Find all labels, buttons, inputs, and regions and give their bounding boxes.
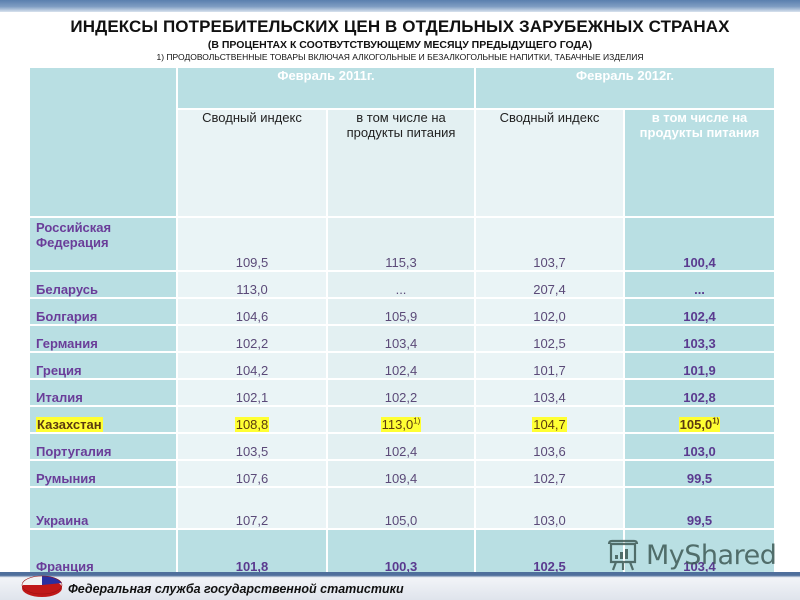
highlight-mark: 105,01) [678, 416, 721, 432]
col-header-summary-2012: Сводный индекс [474, 108, 625, 218]
value-cell: 102,8 [623, 378, 776, 407]
table-row-highlighted: Казахстан 108,8 113,01) 104,7 105,01) [28, 405, 776, 434]
value-cell: 113,01) [326, 405, 476, 434]
table-row: Германия 102,2 103,4 102,5 103,3 [28, 324, 776, 353]
country-cell: Италия [28, 378, 178, 407]
value-cell: 105,0 [326, 486, 476, 530]
value-cell: 102,7 [474, 459, 625, 488]
table-row: Португалия 103,5 102,4 103,6 103,0 [28, 432, 776, 461]
value-cell: 104,6 [176, 297, 328, 326]
value-cell: 113,0 [176, 270, 328, 299]
value-cell: 103,0 [623, 432, 776, 461]
footer-bar [0, 572, 800, 600]
organization-name: Федеральная служба государственной стати… [68, 582, 404, 596]
country-cell: Украина [28, 486, 178, 530]
country-cell: Румыния [28, 459, 178, 488]
value-cell: 104,2 [176, 351, 328, 380]
value-cell: 109,5 [176, 216, 328, 272]
value-cell: 103,7 [474, 216, 625, 272]
value-text: 105,0 [679, 417, 713, 432]
cpi-table: Февраль 2011г. Февраль 2012г. Сводный ин… [28, 66, 776, 576]
value-cell: 100,4 [623, 216, 776, 272]
value-cell: 108,8 [176, 405, 328, 434]
value-cell: 103,4 [623, 528, 776, 576]
value-cell: 115,3 [326, 216, 476, 272]
col-header-summary-2011: Сводный индекс [176, 108, 328, 218]
value-cell: 109,4 [326, 459, 476, 488]
country-cell: Германия [28, 324, 178, 353]
year-header-2011: Февраль 2011г. [176, 66, 476, 110]
value-cell: 103,0 [474, 486, 625, 530]
table-row: Беларусь 113,0 ... 207,4 ... [28, 270, 776, 299]
value-cell: 101,8 [176, 528, 328, 576]
value-cell: 101,9 [623, 351, 776, 380]
footnote-ref: 1) [413, 416, 421, 426]
value-cell: 102,1 [176, 378, 328, 407]
country-cell: Греция [28, 351, 178, 380]
corner-cell [28, 66, 178, 218]
value-cell: ... [326, 270, 476, 299]
table-row: Украина 107,2 105,0 103,0 99,5 [28, 486, 776, 530]
value-cell: 107,2 [176, 486, 328, 530]
value-cell: 105,01) [623, 405, 776, 434]
highlight-mark: Казахстан [36, 417, 103, 432]
table-row: Румыния 107,6 109,4 102,7 99,5 [28, 459, 776, 488]
value-cell: 104,7 [474, 405, 625, 434]
value-cell: 103,4 [326, 324, 476, 353]
footnote-ref: 1) [712, 416, 720, 426]
value-cell: 103,3 [623, 324, 776, 353]
value-cell: ... [623, 270, 776, 299]
table-row: Италия 102,1 102,2 103,4 102,8 [28, 378, 776, 407]
col-header-food-2012: в том числе на продукты питания [623, 108, 776, 218]
table-row: Болгария 104,6 105,9 102,0 102,4 [28, 297, 776, 326]
country-cell: Болгария [28, 297, 178, 326]
highlight-mark: 108,8 [234, 417, 270, 432]
value-cell: 102,4 [326, 351, 476, 380]
highlight-mark: 104,7 [532, 417, 567, 432]
country-cell: Португалия [28, 432, 178, 461]
value-cell: 100,3 [326, 528, 476, 576]
value-cell: 102,4 [326, 432, 476, 461]
value-cell: 207,4 [474, 270, 625, 299]
country-cell: Казахстан [28, 405, 178, 434]
value-cell: 103,5 [176, 432, 328, 461]
rosstat-logo-icon [21, 575, 63, 597]
value-cell: 102,4 [623, 297, 776, 326]
value-cell: 99,5 [623, 486, 776, 530]
page-title: ИНДЕКСЫ ПОТРЕБИТЕЛЬСКИХ ЦЕН В ОТДЕЛЬНЫХ … [70, 17, 730, 36]
watermark: MyShared [606, 537, 777, 573]
year-header-row: Февраль 2011г. Февраль 2012г. [28, 66, 776, 218]
value-cell: 103,6 [474, 432, 625, 461]
highlight-mark: 113,01) [380, 416, 422, 432]
year-header-2012: Февраль 2012г. [474, 66, 776, 110]
value-cell: 102,5 [474, 324, 625, 353]
country-cell: Беларусь [28, 270, 178, 299]
value-cell: 101,7 [474, 351, 625, 380]
watermark-text: MyShared [646, 539, 777, 571]
footnote: 1) ПРОДОВОЛЬСТВЕННЫЕ ТОВАРЫ ВКЛЮЧАЯ АЛКО… [156, 52, 644, 62]
presentation-board-icon [607, 539, 639, 571]
value-cell: 103,4 [474, 378, 625, 407]
col-header-food-2011: в том числе на продукты питания [326, 108, 476, 218]
table-row: Российская Федерация 109,5 115,3 103,7 1… [28, 216, 776, 272]
country-cell: Российская Федерация [28, 216, 178, 272]
country-cell: Франция [28, 528, 178, 576]
value-cell: 105,9 [326, 297, 476, 326]
table-row: Греция 104,2 102,4 101,7 101,9 [28, 351, 776, 380]
value-cell: 99,5 [623, 459, 776, 488]
top-decorative-bar [0, 0, 800, 12]
value-cell: 102,5 [474, 528, 625, 576]
value-cell: 102,2 [176, 324, 328, 353]
value-cell: 102,2 [326, 378, 476, 407]
value-text: 113,0 [381, 417, 414, 432]
value-cell: 107,6 [176, 459, 328, 488]
column-header-row: Сводный индекс в том числе на продукты п… [29, 108, 776, 218]
page-subtitle: (В ПРОЦЕНТАХ К СООТВУТСТВУЮЩЕМУ МЕСЯЦУ П… [207, 39, 593, 51]
value-cell: 102,0 [474, 297, 625, 326]
